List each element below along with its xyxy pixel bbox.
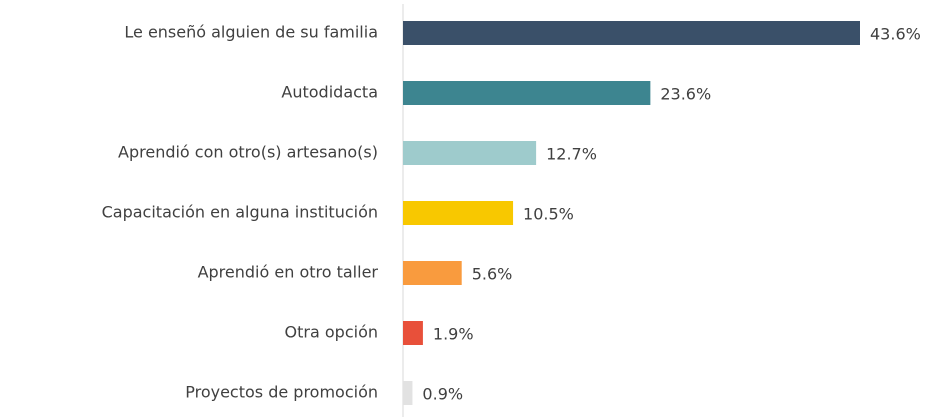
value-label: 10.5% <box>523 205 574 224</box>
bar <box>403 21 860 45</box>
value-label: 23.6% <box>660 85 711 104</box>
category-label: Le enseñó alguien de su familia <box>124 23 378 42</box>
bar <box>403 381 413 405</box>
bar <box>403 321 423 345</box>
bar <box>403 261 462 285</box>
category-label: Aprendió en otro taller <box>198 263 379 282</box>
category-label: Autodidacta <box>281 83 378 102</box>
value-label: 12.7% <box>546 145 597 164</box>
category-label: Capacitación en alguna institución <box>102 203 378 222</box>
category-label: Aprendió con otro(s) artesano(s) <box>118 143 378 162</box>
bar <box>403 141 537 165</box>
category-label: Otra opción <box>285 323 378 342</box>
category-label: Proyectos de promoción <box>185 383 378 402</box>
bar <box>403 201 514 225</box>
value-label: 5.6% <box>472 265 513 284</box>
value-label: 43.6% <box>870 25 921 44</box>
bar <box>403 81 651 105</box>
value-label: 0.9% <box>422 385 463 404</box>
value-label: 1.9% <box>433 325 474 344</box>
